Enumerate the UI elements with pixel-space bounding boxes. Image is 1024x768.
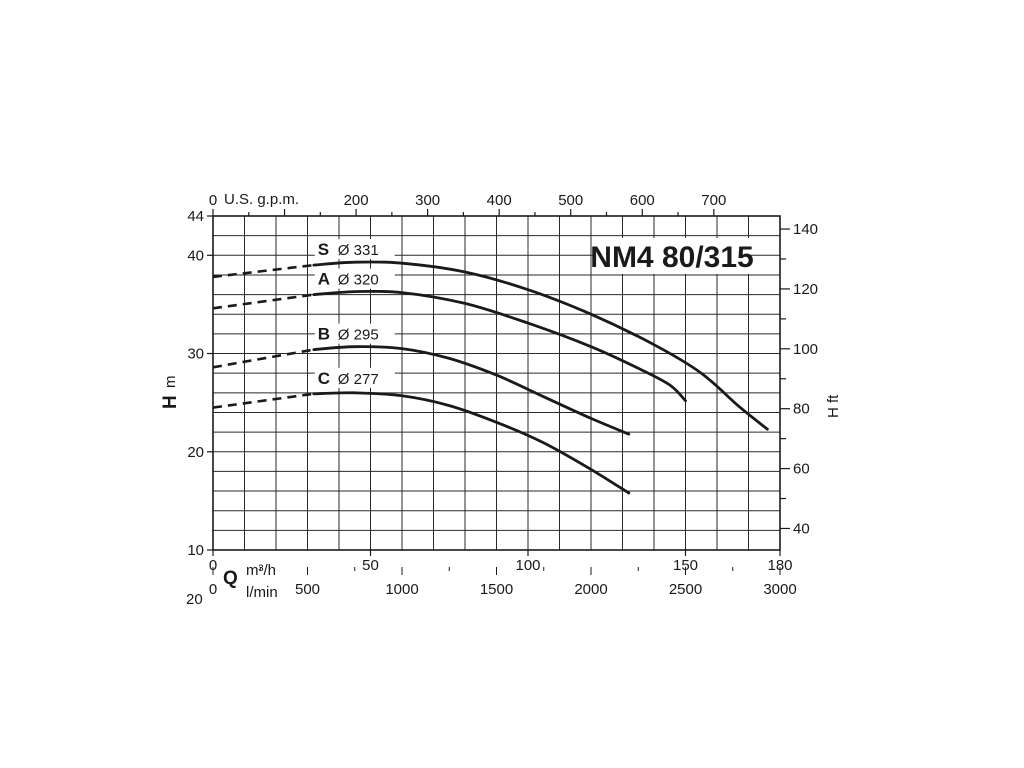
x-secondary-tick-label: 2500 — [669, 581, 702, 598]
x-tick-label: 150 — [673, 557, 698, 574]
x-top-tick-label: 200 — [344, 192, 369, 209]
x-top-tick-label: 600 — [630, 192, 655, 209]
x-tick-label: 180 — [767, 557, 792, 574]
curve-b — [312, 345, 631, 436]
curve-a-dashed — [212, 293, 314, 310]
x-axis-unit-lmin: l/min — [246, 584, 278, 601]
curve-c-dashed — [212, 392, 314, 409]
x-secondary-tick-label: 3000 — [763, 581, 796, 598]
curve-a-diameter: Ø 320 — [338, 272, 379, 289]
curve-c-letter: C — [318, 369, 330, 388]
curve-a-label-bg — [314, 268, 395, 289]
y-right-tick-label: 60 — [793, 461, 810, 478]
y-right-tick-label: 40 — [793, 520, 810, 537]
curve-s — [312, 260, 769, 431]
y-tick-label: 30 — [187, 346, 204, 363]
y-right-tick-label: 80 — [793, 401, 810, 418]
x-secondary-tick-label: 500 — [295, 581, 320, 598]
x-secondary-tick-label: 1500 — [480, 581, 513, 598]
x-secondary-tick-label: 0 — [209, 581, 217, 598]
plot-frame — [212, 215, 781, 551]
x-secondary-tick-label: 2000 — [574, 581, 607, 598]
curve-a — [312, 289, 687, 403]
cut-tick-label: 20 — [186, 591, 203, 608]
y-tick-label: 10 — [187, 542, 204, 559]
curve-b-diameter: Ø 295 — [338, 327, 379, 344]
curves: S Ø 331 A Ø 320 B Ø 295 C Ø 277 — [212, 239, 769, 495]
grid — [212, 215, 781, 551]
curve-a-letter: A — [318, 270, 330, 289]
y-right-axis-label: H ft — [825, 394, 842, 418]
y-right-tick-label: 100 — [793, 341, 818, 358]
x-top-unit-label: U.S. g.p.m. — [224, 191, 299, 208]
x-axis-unit-m3h: m³/h — [246, 562, 276, 579]
x-tick-label: 50 — [362, 557, 379, 574]
chart-title-group: NM4 80/315 — [590, 238, 754, 274]
y-tick-label: 20 — [187, 444, 204, 461]
y-tick-label: 44 — [187, 208, 204, 225]
x-top-tick-label: 400 — [487, 192, 512, 209]
x-top-tick-label: 500 — [558, 192, 583, 209]
x-tick-label: 100 — [515, 557, 540, 574]
curve-s-letter: S — [318, 240, 329, 259]
curve-s-label-bg — [314, 239, 395, 260]
curve-c-diameter: Ø 277 — [338, 371, 379, 388]
x-top-tick-label: 300 — [415, 192, 440, 209]
y-right-tick-label: 140 — [793, 221, 818, 238]
curve-c — [312, 391, 631, 495]
x-tick-label: 0 — [209, 557, 217, 574]
x-secondary-tick-label: 1000 — [385, 581, 418, 598]
y-axis-name: H — [160, 395, 181, 409]
chart-title-box — [594, 238, 750, 274]
y-right-tick-label: 120 — [793, 281, 818, 298]
curve-s-dashed — [212, 263, 314, 279]
curve-c-label-bg — [314, 367, 395, 388]
y-axis-unit: m — [162, 376, 179, 389]
curve-b-label-bg — [314, 323, 395, 344]
y-tick-label: 40 — [187, 247, 204, 264]
x-top-tick-label: 700 — [701, 192, 726, 209]
chart-title: NM4 80/315 — [590, 241, 753, 274]
curve-b-dashed — [212, 348, 315, 369]
curve-b-letter: B — [318, 325, 330, 344]
curve-s-diameter: Ø 331 — [338, 242, 379, 259]
x-axis-name: Q — [223, 568, 238, 589]
x-top-tick-label: 0 — [209, 192, 217, 209]
